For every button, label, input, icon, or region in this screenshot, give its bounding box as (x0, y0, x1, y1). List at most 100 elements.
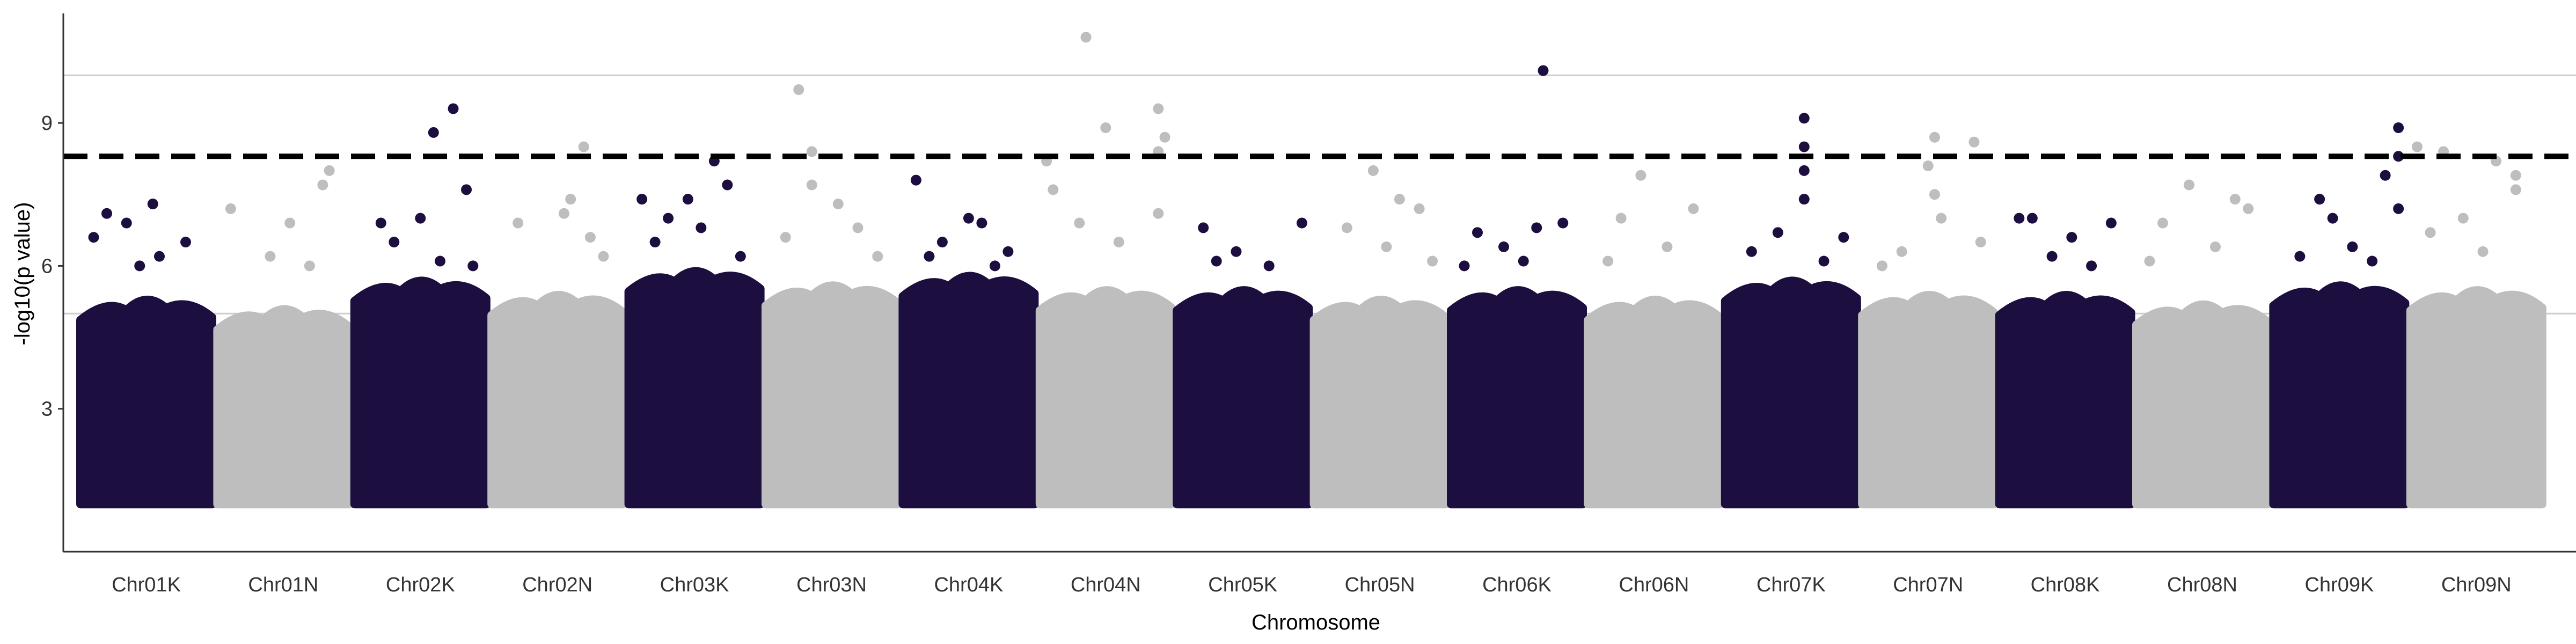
chromosome-band-Chr07N (1858, 291, 1999, 509)
point-Chr03K-4 (663, 213, 674, 224)
point-Chr08K-4 (2046, 251, 2058, 262)
point-Chr05K-2 (1231, 246, 1242, 257)
y-axis-title: -log10(p value) (11, 202, 34, 346)
chromosome-band-Chr04K (898, 272, 1039, 509)
y-tick-9: 9 (41, 112, 53, 135)
point-Chr04K-2 (976, 217, 987, 229)
y-tick-6: 6 (41, 255, 53, 277)
x-tick-Chr08N: Chr08N (2167, 574, 2237, 596)
point-Chr07K-4 (1838, 232, 1849, 243)
point-Chr02N-2 (558, 208, 569, 219)
point-Chr04K-6 (989, 260, 1000, 272)
point-Chr01N-2 (225, 203, 236, 214)
point-Chr05N-4 (1381, 241, 1392, 252)
point-Chr05N-1 (1394, 194, 1405, 205)
point-Chr08K-1 (2026, 213, 2038, 224)
y-tick-labels: 3 6 9 (41, 112, 63, 421)
point-Chr09K-8 (2367, 255, 2378, 267)
chromosome-band-Chr02N (487, 291, 628, 509)
point-Chr09N-3 (2510, 170, 2521, 181)
point-Chr04K-1 (963, 213, 974, 224)
point-Chr08N-5 (2144, 255, 2155, 267)
point-Chr09N-6 (2425, 227, 2436, 238)
point-Chr03K-7 (735, 251, 746, 262)
point-Chr08N-2 (2243, 203, 2254, 214)
x-tick-Chr07N: Chr07N (1893, 574, 1963, 596)
point-Chr08N-3 (2157, 217, 2168, 229)
point-Chr04K-0 (910, 174, 921, 186)
point-Chr01K-6 (134, 260, 145, 272)
chromosome-band-Chr03N (762, 281, 902, 509)
point-Chr07N-2 (1922, 160, 1934, 172)
point-Chr02N-0 (578, 141, 589, 152)
point-Chr08N-1 (2229, 194, 2241, 205)
point-Chr03N-0 (793, 84, 804, 96)
point-Chr01K-0 (101, 208, 112, 219)
point-Chr04N-8 (1074, 217, 1085, 229)
point-Chr08K-3 (2066, 232, 2077, 243)
point-Chr02K-6 (435, 255, 446, 267)
point-Chr01K-1 (147, 199, 158, 210)
point-Chr02K-0 (448, 103, 459, 114)
data-points (88, 32, 2521, 272)
point-Chr02K-4 (415, 213, 426, 224)
reference-lines (63, 74, 2576, 314)
x-tick-Chr07K: Chr07K (1757, 574, 1826, 596)
point-Chr05K-4 (1211, 255, 1222, 267)
point-Chr05N-2 (1414, 203, 1425, 214)
point-Chr03N-5 (780, 232, 791, 243)
chromosome-band-Chr03K (624, 267, 765, 509)
point-Chr07K-2 (1798, 165, 1810, 176)
point-Chr02K-7 (467, 260, 479, 272)
x-tick-Chr02N: Chr02N (522, 574, 592, 596)
point-Chr05N-5 (1427, 255, 1438, 267)
point-Chr07K-5 (1772, 227, 1783, 238)
x-tick-Chr08K: Chr08K (2031, 574, 2100, 596)
x-tick-Chr09K: Chr09K (2304, 574, 2374, 596)
point-Chr07N-1 (1968, 136, 1980, 148)
chromosome-band-Chr01N (213, 305, 354, 509)
point-Chr03K-3 (682, 194, 693, 205)
point-Chr08K-2 (2105, 217, 2117, 229)
point-Chr02N-5 (598, 251, 609, 262)
point-Chr08N-4 (2210, 241, 2221, 252)
point-Chr06K-0 (1538, 65, 1549, 76)
point-Chr08K-5 (2086, 260, 2097, 272)
chromosome-band-Chr05K (1173, 286, 1313, 509)
chromosome-band-Chr05N (1309, 295, 1450, 509)
point-Chr04N-6 (1048, 184, 1059, 195)
point-Chr01N-1 (317, 179, 328, 191)
x-tick-Chr04N: Chr04N (1071, 574, 1141, 596)
point-Chr09N-5 (2457, 213, 2469, 224)
chromosome-band-Chr09N (2406, 286, 2546, 509)
point-Chr02K-1 (428, 127, 439, 138)
point-Chr04N-2 (1100, 122, 1111, 134)
x-axis-title: Chromosome (1252, 611, 1380, 634)
point-Chr07K-3 (1798, 194, 1810, 205)
point-Chr01N-3 (284, 217, 296, 229)
point-Chr09N-0 (2412, 141, 2423, 152)
point-Chr09K-7 (2294, 251, 2306, 262)
point-Chr04N-3 (1159, 131, 1170, 143)
point-Chr07N-4 (1936, 213, 1947, 224)
point-Chr07N-7 (1876, 260, 1887, 272)
point-Chr01N-4 (265, 251, 276, 262)
point-Chr06K-5 (1518, 255, 1529, 267)
point-Chr06N-3 (1662, 241, 1673, 252)
point-Chr02K-5 (389, 237, 400, 248)
axes (62, 13, 2576, 553)
point-Chr04K-5 (924, 251, 935, 262)
point-Chr09K-5 (2327, 213, 2338, 224)
x-tick-Chr01N: Chr01N (248, 574, 318, 596)
point-Chr04N-9 (1113, 237, 1124, 248)
x-tick-Chr04K: Chr04K (934, 574, 1003, 596)
point-Chr01K-3 (180, 237, 191, 248)
point-Chr04K-4 (1002, 246, 1014, 257)
point-Chr07K-6 (1746, 246, 1757, 257)
x-tick-labels: Chr01K Chr01N Chr02K Chr02N Chr03K Chr03N Chr0… (112, 574, 2512, 596)
chromosome-band-Chr09K (2269, 281, 2410, 509)
chromosome-band-Chr06N (1584, 295, 1724, 509)
x-tick-Chr02K: Chr02K (386, 574, 455, 596)
point-Chr04N-0 (1080, 32, 1092, 43)
